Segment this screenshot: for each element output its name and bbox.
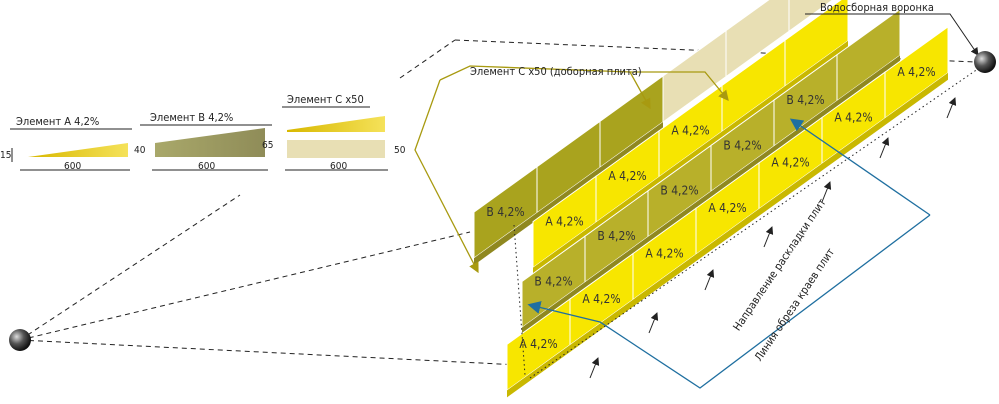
tile-label: B 4,2% [597,229,635,243]
tile-label: A 4,2% [708,201,746,215]
tile-label: A 4,2% [834,110,872,124]
tile-label: B 4,2% [723,138,761,152]
tile-label: B 4,2% [534,274,572,288]
dimension: 15 [0,150,11,161]
element-b: Элемент В 4,2% 40 600 65 [134,111,273,172]
dimension: 65 [262,140,273,151]
cut-line-arrow [527,214,931,389]
tile-edge [507,72,948,398]
arrow [821,181,832,203]
arrow [763,226,774,248]
arrow [589,357,600,379]
tile-label: A 4,2% [897,65,935,79]
direction-arrows [589,97,957,379]
dimension: 600 [330,161,347,172]
element-label: Элемент А 4,2% [16,115,99,128]
tile-label: B 4,2% [786,93,824,107]
tile-label: A 4,2% [582,292,620,306]
funnel-pointer [805,13,979,56]
tile [788,0,834,33]
arrow [946,97,957,119]
tile-label: A 4,2% [645,246,683,260]
tile-edge [522,55,900,335]
arrow [704,269,715,291]
tile-label: A 4,2% [519,337,557,351]
funnel-ball [974,51,996,73]
tile-edge [533,40,848,275]
element-c: Элемент С х50 600 50 [282,93,406,172]
tile-label: A 4,2% [671,124,709,138]
dimension: 50 [394,145,406,156]
cut-line-arrow [789,118,931,216]
drain-ball [9,329,31,351]
dimension: 600 [64,161,81,172]
arrow [879,137,890,159]
callout-label: Элемент С х50 (доборная плита) [470,65,642,78]
element-a: Элемент А 4,2% 15 600 [0,115,132,172]
funnel-label: Водосборная воронка [820,1,934,14]
tile-field: B 4,2% A 4,2% A 4,2% A 4,2% B 4,2% B 4,2% B 4,… [473,0,949,398]
tile-label: A 4,2% [771,156,809,170]
arrow [648,312,659,334]
cut-label: Линия обреза краев плит [752,246,837,364]
callout-c [414,65,729,274]
element-label: Элемент С х50 [287,93,364,106]
tile-edge [474,122,663,266]
tile-label: A 4,2% [608,169,646,183]
tile-label: B 4,2% [660,184,698,198]
tile-label: A 4,2% [545,214,583,228]
tile-label: B 4,2% [486,205,524,219]
dimension: 600 [198,161,215,172]
element-label: Элемент В 4,2% [150,111,233,124]
dimension: 40 [134,145,146,156]
